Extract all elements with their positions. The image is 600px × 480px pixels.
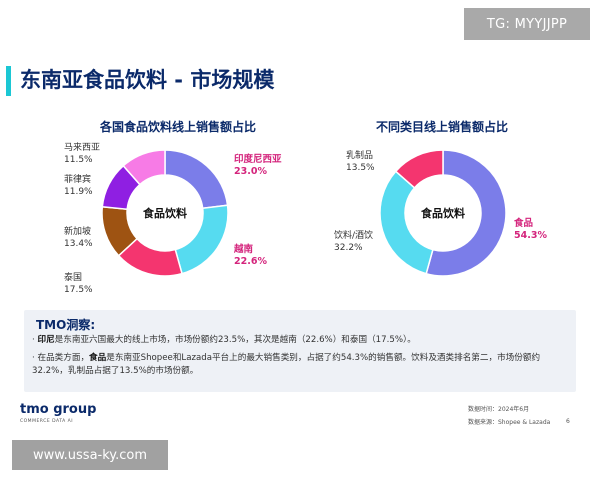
chart1-label-name: 泰国 xyxy=(64,273,83,283)
chart1-label-vietnam: 越南 22.6% xyxy=(234,244,267,268)
chart2-label-name: 乳制品 xyxy=(346,151,374,161)
chart2-donut: 食品饮料 xyxy=(379,149,507,277)
page-number: 6 xyxy=(566,418,570,425)
chart1-label-value: 22.6% xyxy=(234,256,267,267)
chart1-label-value: 11.9% xyxy=(64,187,93,197)
chart1-label-name: 印度尼西亚 xyxy=(234,154,282,165)
watermark-bottom: www.ussa-ky.com xyxy=(12,440,168,470)
chart1-label-singapore: 新加坡 13.4% xyxy=(64,226,93,250)
chart1-label-name: 菲律宾 xyxy=(64,175,92,185)
chart1-label-philippines: 菲律宾 11.9% xyxy=(64,174,93,198)
chart1-label-thailand: 泰国 17.5% xyxy=(64,272,93,296)
insight-bold: 印尼 xyxy=(37,335,55,345)
chart2-label-value: 13.5% xyxy=(346,163,375,173)
insight-bold: 食品 xyxy=(89,353,107,363)
chart1-label-value: 17.5% xyxy=(64,285,93,295)
chart1-slice-5 xyxy=(122,149,166,186)
chart2-label-name: 食品 xyxy=(514,218,534,229)
chart2-center-label: 食品饮料 xyxy=(421,206,465,220)
chart2-label-value: 32.2% xyxy=(334,243,363,253)
chart2-label-beverage: 饮料/酒饮 32.2% xyxy=(334,230,373,254)
chart2-slice-1 xyxy=(379,170,434,275)
chart1-label-indonesia: 印度尼西亚 23.0% xyxy=(234,154,282,178)
chart1-label-value: 11.5% xyxy=(64,155,93,165)
chart1-donut: 食品饮料 xyxy=(101,149,229,277)
insight-bullet-2: · 在品类方面，食品是东南亚Shopee和Lazada平台上的最大销售类别，占据… xyxy=(32,353,541,376)
insights-title: TMO洞察: xyxy=(36,318,96,332)
chart2-label-value: 54.3% xyxy=(514,230,547,241)
insights-box: TMO洞察: · 印尼是东南亚六国最大的线上市场，市场份额约23.5%，其次是越… xyxy=(24,310,576,392)
chart2-label-dairy: 乳制品 13.5% xyxy=(346,150,375,174)
chart2-slice-2 xyxy=(394,149,444,189)
tmo-logo: tmo group xyxy=(20,402,97,417)
chart2-label-food: 食品 54.3% xyxy=(514,218,547,242)
chart1-label-name: 新加坡 xyxy=(64,227,92,237)
chart1-hole xyxy=(128,176,202,250)
tmo-logo-sub: COMMERCE DATA AI xyxy=(20,419,74,424)
chart1-center-label: 食品饮料 xyxy=(143,206,187,220)
chart2-title: 不同类目线上销售额占比 xyxy=(376,120,509,134)
insight-bullet-1: · 印尼是东南亚六国最大的线上市场，市场份额约23.5%，其次是越南（22.6%… xyxy=(32,335,416,345)
footer-date: 数据时间：2024年6月 xyxy=(468,406,530,413)
chart1-label-name: 马来西亚 xyxy=(64,143,101,153)
insight-text: 是东南亚Shopee和Lazada平台上的最大销售类别，占据了约54.3%的销售… xyxy=(32,353,541,376)
title-accent-bar xyxy=(6,66,11,96)
chart1-label-value: 23.0% xyxy=(234,166,267,177)
chart1-label-malaysia: 马来西亚 11.5% xyxy=(64,142,100,166)
chart1-title: 各国食品饮料线上销售额占比 xyxy=(100,120,257,134)
chart2-hole xyxy=(406,176,480,250)
chart2-label-name: 饮料/酒饮 xyxy=(334,231,374,241)
chart1-label-value: 13.4% xyxy=(64,239,93,249)
insight-text: 在品类方面， xyxy=(37,353,90,363)
chart1-label-name: 越南 xyxy=(234,244,254,255)
chart2-slice-0 xyxy=(425,149,507,277)
footer-source: 数据来源：Shopee & Lazada xyxy=(468,419,551,426)
insight-text: 是东南亚六国最大的线上市场，市场份额约23.5%，其次是越南（22.6%）和泰国… xyxy=(54,335,416,345)
watermark-top: TG: MYYJJPP xyxy=(464,8,590,40)
page-title: 东南亚食品饮料 - 市场规模 xyxy=(20,68,275,92)
